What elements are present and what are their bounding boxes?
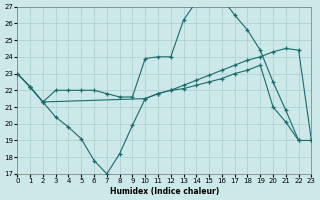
X-axis label: Humidex (Indice chaleur): Humidex (Indice chaleur) xyxy=(110,187,219,196)
